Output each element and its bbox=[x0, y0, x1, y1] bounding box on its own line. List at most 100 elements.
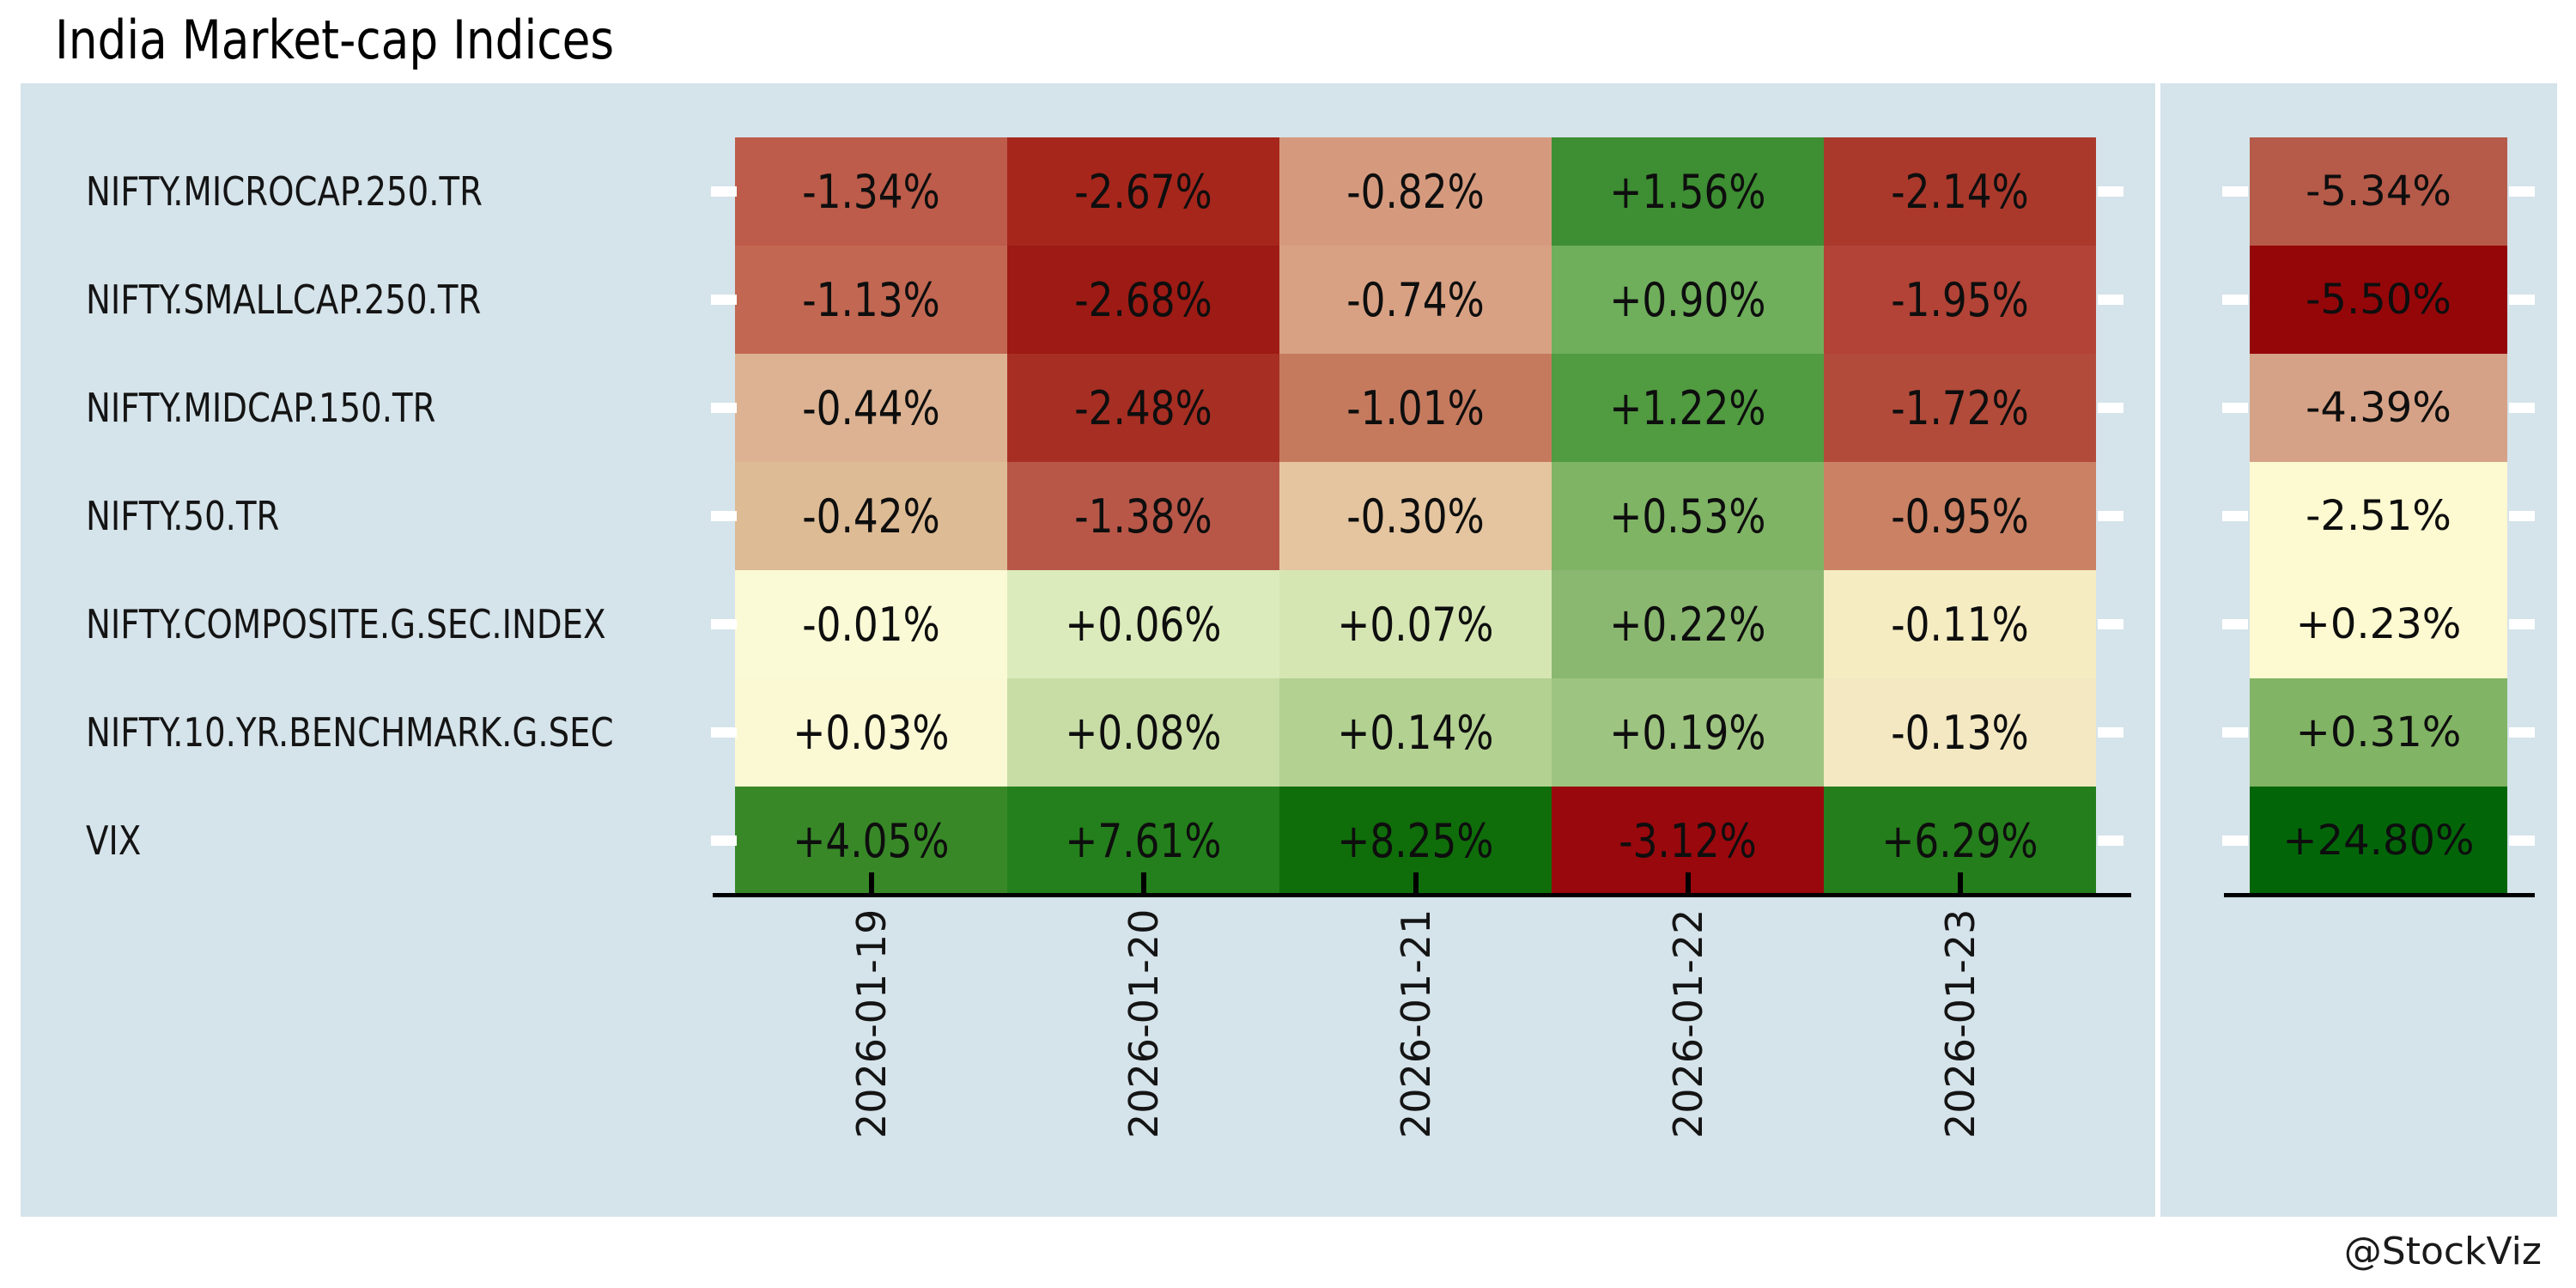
heatmap-cell: -1.38% bbox=[1007, 462, 1279, 570]
heatmap-cell: -0.95% bbox=[1824, 462, 2096, 570]
y-tick-white bbox=[2509, 727, 2535, 738]
cell-value: +0.22% bbox=[1609, 597, 1766, 652]
cell-value: +0.53% bbox=[1609, 489, 1766, 544]
y-tick-white bbox=[2509, 186, 2535, 197]
heatmap-cell: -0.11% bbox=[1824, 570, 2096, 678]
cell-value: -2.14% bbox=[1891, 164, 2029, 219]
y-tick-white bbox=[2098, 295, 2123, 305]
summary-cell: +24.80% bbox=[2250, 787, 2507, 895]
cell-value: -0.13% bbox=[1891, 705, 2029, 760]
cell-value: +0.08% bbox=[1065, 705, 1222, 760]
row-label: NIFTY.COMPOSITE.G.SEC.INDEX bbox=[86, 601, 606, 647]
cell-value: -0.01% bbox=[802, 597, 940, 652]
row-label: NIFTY.10.YR.BENCHMARK.G.SEC bbox=[86, 709, 614, 756]
heatmap-cell: -1.34% bbox=[735, 137, 1007, 246]
heatmap-cell: -3.12% bbox=[1552, 787, 1824, 895]
chart-title: India Market-cap Indices bbox=[55, 9, 615, 71]
y-tick-white bbox=[2509, 511, 2535, 521]
heatmap-cell: +0.22% bbox=[1552, 570, 1824, 678]
heatmap-cell: -1.01% bbox=[1279, 354, 1552, 462]
x-tick-label: 2026-01-20 bbox=[1120, 908, 1167, 1139]
cell-value: -0.82% bbox=[1346, 164, 1485, 219]
heatmap-cell: +0.14% bbox=[1279, 678, 1552, 787]
cell-value: +0.14% bbox=[1337, 705, 1494, 760]
x-axis-summary bbox=[2224, 893, 2535, 897]
row-label: NIFTY.MIDCAP.150.TR bbox=[86, 385, 436, 431]
summary-cell: +0.23% bbox=[2250, 570, 2507, 678]
heatmap-cell: -2.67% bbox=[1007, 137, 1279, 246]
cell-value: -2.68% bbox=[1074, 272, 1212, 327]
y-tick-white bbox=[2222, 835, 2248, 846]
cell-value: -2.48% bbox=[1074, 380, 1212, 435]
cell-value: -0.30% bbox=[1346, 489, 1485, 544]
heatmap-cell: -2.68% bbox=[1007, 246, 1279, 354]
cell-value: -0.95% bbox=[1891, 489, 2029, 544]
cell-value: -1.34% bbox=[802, 164, 940, 219]
heatmap-cell: -0.74% bbox=[1279, 246, 1552, 354]
y-tick-white bbox=[2222, 295, 2248, 305]
y-tick-white bbox=[2509, 295, 2535, 305]
y-tick-white bbox=[711, 403, 737, 413]
y-tick-white bbox=[711, 619, 737, 629]
x-tick-label: 2026-01-22 bbox=[1664, 908, 1711, 1139]
row-label: NIFTY.MICROCAP.250.TR bbox=[86, 168, 483, 215]
cell-value: +0.19% bbox=[1609, 705, 1766, 760]
heatmap-cell: +1.22% bbox=[1552, 354, 1824, 462]
y-tick-white bbox=[2098, 511, 2123, 521]
y-tick-white bbox=[711, 727, 737, 738]
cell-value: -1.95% bbox=[1891, 272, 2029, 327]
cell-value: -1.13% bbox=[802, 272, 940, 327]
cell-value: +1.22% bbox=[1609, 380, 1766, 435]
heatmap-cell: -2.48% bbox=[1007, 354, 1279, 462]
cell-value: -0.11% bbox=[1891, 597, 2029, 652]
heatmap-cell: +0.03% bbox=[735, 678, 1007, 787]
cell-value: +0.31% bbox=[2295, 708, 2462, 756]
cell-value: +0.23% bbox=[2295, 600, 2462, 648]
cell-value: -2.67% bbox=[1074, 164, 1212, 219]
heatmap-cell: +0.06% bbox=[1007, 570, 1279, 678]
x-tick bbox=[1957, 872, 1963, 895]
cell-value: -5.34% bbox=[2306, 167, 2451, 216]
cell-value: +0.03% bbox=[793, 705, 950, 760]
y-tick-white bbox=[2222, 186, 2248, 197]
summary-cell: -5.50% bbox=[2250, 246, 2507, 354]
y-tick-white bbox=[711, 835, 737, 846]
cell-value: +1.56% bbox=[1609, 164, 1766, 219]
y-tick-white bbox=[2098, 619, 2123, 629]
x-tick bbox=[1685, 872, 1691, 895]
heatmap-cell: +0.19% bbox=[1552, 678, 1824, 787]
heatmap-cell: -0.30% bbox=[1279, 462, 1552, 570]
y-tick-white bbox=[2509, 403, 2535, 413]
cell-value: -5.50% bbox=[2306, 276, 2451, 324]
cell-value: -4.39% bbox=[2306, 384, 2451, 432]
summary-cell: -5.34% bbox=[2250, 137, 2507, 246]
x-tick bbox=[868, 872, 874, 895]
cell-value: +4.05% bbox=[793, 813, 950, 868]
y-tick-white bbox=[2098, 186, 2123, 197]
cell-value: +8.25% bbox=[1337, 813, 1494, 868]
summary-cell: +0.31% bbox=[2250, 678, 2507, 787]
row-label: NIFTY.SMALLCAP.250.TR bbox=[86, 276, 482, 323]
heatmap-cell: +0.53% bbox=[1552, 462, 1824, 570]
cell-value: -0.44% bbox=[802, 380, 940, 435]
heatmap-cell: +0.08% bbox=[1007, 678, 1279, 787]
heatmap-cell: -2.14% bbox=[1824, 137, 2096, 246]
attribution: @StockViz bbox=[2343, 1230, 2542, 1273]
y-tick-white bbox=[2098, 727, 2123, 738]
cell-value: -3.12% bbox=[1619, 813, 1757, 868]
heatmap-cell: -0.44% bbox=[735, 354, 1007, 462]
heatmap-cell: -1.72% bbox=[1824, 354, 2096, 462]
heatmap-cell: -0.42% bbox=[735, 462, 1007, 570]
cell-value: +0.90% bbox=[1609, 272, 1766, 327]
y-tick-white bbox=[2222, 619, 2248, 629]
y-tick-white bbox=[711, 295, 737, 305]
cell-value: -1.38% bbox=[1074, 489, 1212, 544]
x-tick-label: 2026-01-19 bbox=[848, 908, 895, 1139]
heatmap-cell: -0.82% bbox=[1279, 137, 1552, 246]
x-axis-main bbox=[713, 893, 2131, 897]
x-tick-label: 2026-01-21 bbox=[1392, 908, 1439, 1139]
y-tick-white bbox=[711, 186, 737, 197]
y-tick-white bbox=[2222, 403, 2248, 413]
row-label: NIFTY.50.TR bbox=[86, 493, 280, 539]
